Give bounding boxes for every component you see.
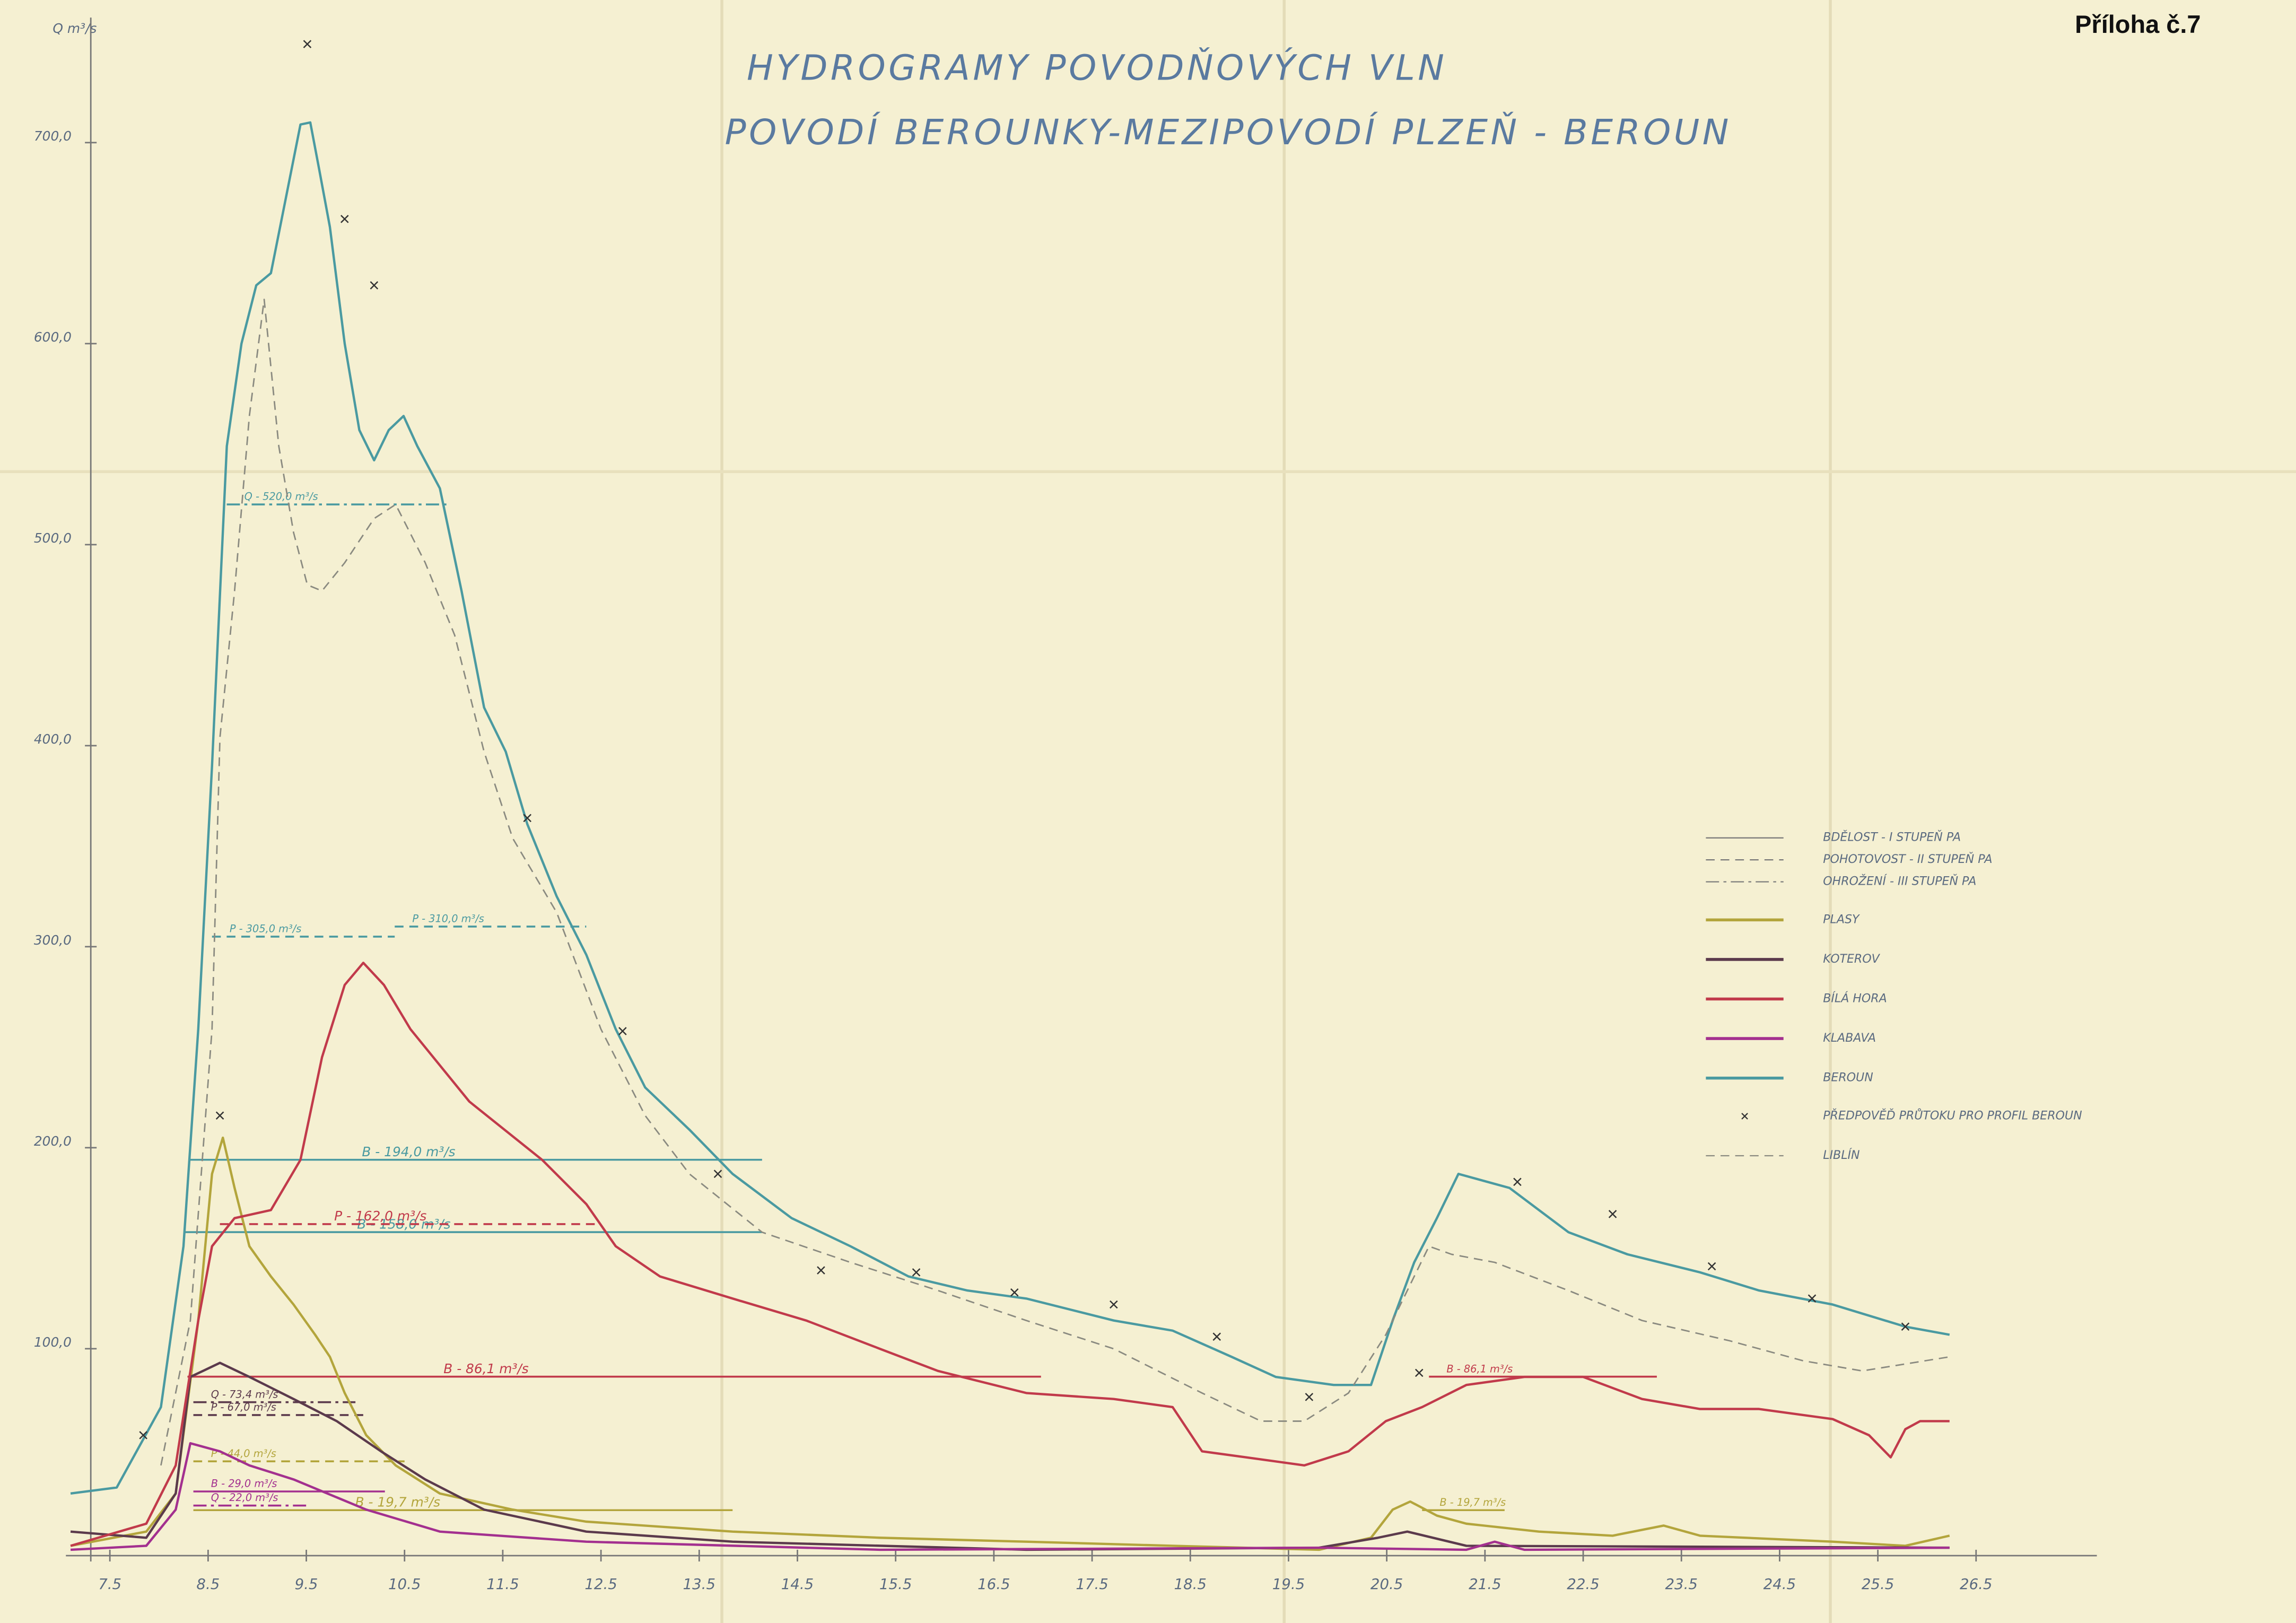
- x-tick-label: 22.5: [1567, 1575, 1599, 1593]
- legend-label: PLASY: [1823, 912, 1860, 926]
- forecast-point: [340, 215, 349, 223]
- forecast-point: [1415, 1368, 1424, 1377]
- threshold-label: Q - 22,0 m³/s: [211, 1491, 278, 1504]
- legend-label: PŘEDPOVĚĎ PRŮTOKU PRO PROFIL BEROUN: [1823, 1108, 2082, 1122]
- forecast-point: [1010, 1288, 1019, 1297]
- forecast-point: [1305, 1393, 1314, 1401]
- series-line: [70, 1136, 1950, 1551]
- threshold-label: P - 310,0 m³/s: [412, 913, 484, 925]
- series-line: [160, 299, 1950, 1466]
- series-line: [70, 1442, 1950, 1551]
- legend-label: BÍLÁ HORA: [1823, 991, 1887, 1005]
- x-tick-label: 23.5: [1665, 1575, 1697, 1593]
- x-tick-label: 11.5: [486, 1575, 519, 1593]
- forecast-point: [1608, 1210, 1617, 1218]
- forecast-point: [817, 1266, 825, 1275]
- threshold-label: B - 86,1 m³/s: [443, 1361, 529, 1376]
- forecast-point: [618, 1027, 627, 1035]
- y-tick-label: 100,0: [34, 1334, 72, 1350]
- x-tick-label: 25.5: [1862, 1575, 1894, 1593]
- threshold-label: P - 305,0 m³/s: [230, 923, 301, 935]
- threshold-label: P - 162,0 m³/s: [334, 1208, 426, 1224]
- threshold-label: B - 29,0 m³/s: [211, 1478, 277, 1490]
- x-tick-label: 26.5: [1960, 1575, 1992, 1593]
- x-tick-label: 13.5: [683, 1575, 715, 1593]
- threshold-label: B - 19,7 m³/s: [355, 1494, 441, 1509]
- legend-label: BEROUN: [1823, 1071, 1873, 1085]
- chart-subtitle: POVODÍ BEROUNKY-MEZIPOVODÍ PLZEŇ - BEROU…: [725, 111, 1732, 153]
- y-tick-label: 500,0: [34, 530, 72, 546]
- legend-label: KLABAVA: [1823, 1031, 1876, 1045]
- forecast-point: [912, 1268, 921, 1277]
- legend-label: OHROŽENÍ - III STUPEŇ PA: [1823, 875, 1976, 888]
- forecast-point: [1110, 1300, 1118, 1309]
- x-tick-label: 7.5: [98, 1575, 121, 1593]
- x-tick-label: 10.5: [388, 1575, 421, 1593]
- legend-label: KOTEROV: [1823, 952, 1880, 966]
- x-tick-label: 14.5: [781, 1575, 814, 1593]
- threshold-label: B - 86,1 m³/s: [1446, 1363, 1513, 1375]
- forecast-point: [1513, 1177, 1522, 1186]
- y-tick-label: 600,0: [34, 329, 72, 345]
- threshold-label: Q - 520,0 m³/s: [245, 491, 318, 503]
- threshold-label: P - 44,0 m³/s: [211, 1447, 276, 1460]
- legend-label: BDĚLOST - I STUPEŇ PA: [1823, 831, 1961, 844]
- y-tick-label: 400,0: [34, 731, 72, 747]
- y-tick-label: 300,0: [34, 932, 72, 948]
- corner-label: Příloha č.7: [2075, 11, 2201, 38]
- threshold-label: P - 67,0 m³/s: [211, 1401, 276, 1413]
- x-tick-label: 20.5: [1370, 1575, 1403, 1593]
- x-tick-label: 9.5: [295, 1575, 318, 1593]
- forecast-point: [370, 281, 379, 290]
- x-tick-label: 17.5: [1076, 1575, 1108, 1593]
- x-tick-label: 19.5: [1272, 1575, 1305, 1593]
- y-axis-label: Q m³/s: [53, 21, 97, 36]
- forecast-point: [523, 814, 532, 823]
- y-tick-label: 200,0: [34, 1133, 72, 1149]
- x-tick-label: 8.5: [196, 1575, 220, 1593]
- legend-swatch: [1741, 1113, 1748, 1120]
- chart-title: HYDROGRAMY POVODŇOVÝCH VLN: [747, 47, 1447, 89]
- series-line: [70, 962, 1950, 1547]
- forecast-point: [303, 40, 312, 48]
- series-line: [70, 121, 1950, 1495]
- forecast-point: [1707, 1262, 1716, 1271]
- x-tick-label: 16.5: [977, 1575, 1010, 1593]
- threshold-label: B - 19,7 m³/s: [1439, 1496, 1506, 1508]
- x-tick-label: 15.5: [879, 1575, 912, 1593]
- x-tick-label: 21.5: [1469, 1575, 1501, 1593]
- legend-label: LIBLÍN: [1823, 1148, 1860, 1162]
- y-tick-label: 700,0: [34, 128, 72, 144]
- x-tick-label: 12.5: [584, 1575, 617, 1593]
- forecast-point: [1808, 1294, 1817, 1303]
- legend-label: POHOTOVOST - II STUPEŇ PA: [1823, 852, 1992, 866]
- forecast-point: [215, 1111, 224, 1120]
- x-tick-label: 18.5: [1174, 1575, 1207, 1593]
- forecast-point: [1901, 1322, 1910, 1331]
- threshold-label: B - 194,0 m³/s: [362, 1144, 455, 1159]
- x-tick-label: 24.5: [1764, 1575, 1796, 1593]
- threshold-label: Q - 73,4 m³/s: [211, 1388, 278, 1400]
- forecast-point: [713, 1170, 722, 1178]
- forecast-point: [139, 1431, 147, 1439]
- forecast-point: [1212, 1332, 1221, 1341]
